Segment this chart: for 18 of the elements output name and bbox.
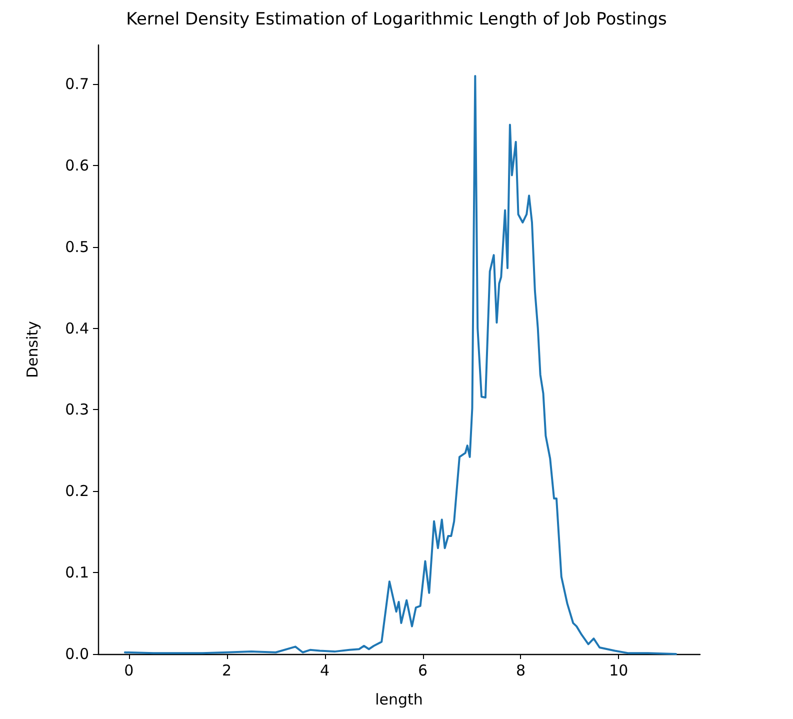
x-tick-label: 4: [320, 662, 330, 680]
x-tick-label: 6: [418, 662, 428, 680]
y-tick-label: 0.2: [65, 482, 89, 500]
x-tick-label: 10: [609, 662, 628, 680]
x-axis-title: length: [375, 690, 423, 708]
y-axis-title: Density: [24, 320, 42, 378]
y-tick-label: 0.3: [65, 400, 89, 419]
y-tick-label: 0.1: [65, 564, 89, 582]
line-series: [124, 74, 677, 655]
y-tick-label: 0.4: [65, 319, 89, 338]
x-tick-label: 2: [222, 662, 232, 680]
y-tick-label: 0.5: [65, 238, 89, 256]
y-tick-label: 0.7: [65, 75, 89, 94]
y-tick-label: 0.0: [65, 645, 89, 663]
y-tick-label: 0.6: [65, 156, 89, 174]
x-tick-label: 8: [516, 662, 526, 680]
chart-title: Kernel Density Estimation of Logarithmic Length of Job Postings: [126, 10, 667, 30]
x-tick-label: 0: [124, 662, 134, 680]
